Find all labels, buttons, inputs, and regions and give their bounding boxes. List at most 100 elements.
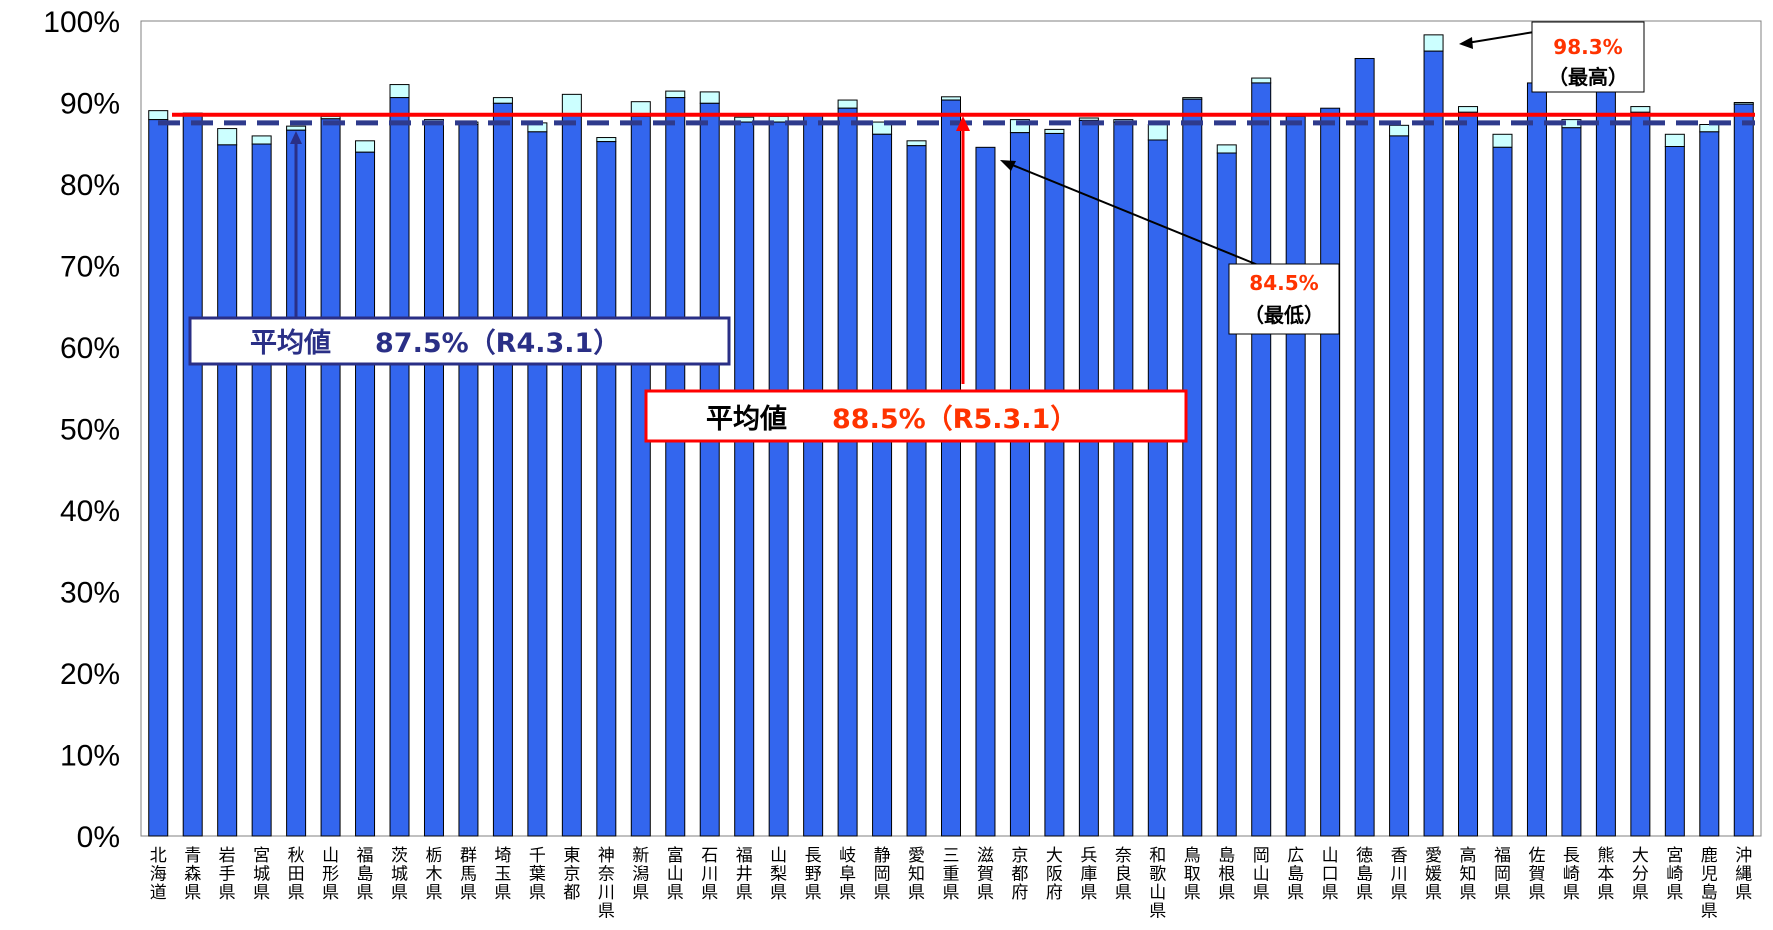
x-tick-label: 岩手県: [219, 846, 236, 903]
bar-increase-segment: [665, 90, 686, 99]
bar-increase-segment: [389, 84, 410, 99]
x-tick-label: 福岡県: [1494, 846, 1511, 903]
bar-increase-segment: [1423, 34, 1444, 52]
x-tick-label: 秋田県: [288, 846, 305, 903]
bar-increase-segment: [1147, 124, 1168, 141]
x-tick-label: 岡山県: [1253, 846, 1270, 903]
avg-curr-value: 88.5%（R5.3.1）: [832, 404, 1077, 435]
bar: [1595, 84, 1616, 837]
bar: [1733, 103, 1754, 837]
bar: [734, 121, 755, 837]
bar: [251, 143, 272, 837]
x-tick-label: 島根県: [1218, 846, 1235, 903]
bar: [1664, 146, 1685, 837]
bar-increase-segment: [148, 110, 169, 121]
max-annotation: 98.3% （最高）: [1459, 21, 1645, 93]
x-tick-label: 鳥取県: [1184, 846, 1201, 903]
x-tick-label: 鹿児島県: [1701, 846, 1718, 922]
y-tick-label: 80%: [60, 169, 120, 202]
bar-increase-segment: [492, 97, 513, 104]
avg-curr-annotation: 平均値 88.5%（R5.3.1）: [644, 116, 1188, 443]
x-tick-label: 香川県: [1391, 846, 1408, 903]
bar: [1044, 132, 1065, 837]
x-tick-label: 石川県: [701, 846, 718, 903]
x-tick-label: 長崎県: [1563, 846, 1580, 903]
x-tick-label: 福井県: [736, 846, 753, 903]
avg-curr-label: 平均値: [706, 404, 787, 435]
bar: [1285, 115, 1306, 837]
bar-increase-segment: [596, 137, 617, 143]
x-tick-label: 宮崎県: [1666, 846, 1683, 903]
bar: [768, 121, 789, 837]
bar-increase-segment: [1216, 144, 1237, 154]
bar: [1423, 50, 1444, 837]
x-tick-label: 茨城県: [391, 846, 408, 903]
bar: [1113, 121, 1134, 837]
bar-increase-segment: [699, 91, 720, 104]
min-label: （最低）: [1244, 303, 1324, 327]
bar: [355, 151, 376, 837]
bar: [1561, 127, 1582, 837]
bar-increase-segment: [1044, 128, 1065, 134]
x-tick-label: 群馬県: [460, 846, 477, 903]
bar-increase-segment: [906, 140, 927, 147]
bar-increase-segment: [1458, 106, 1479, 113]
bar: [1492, 146, 1513, 837]
x-tick-label: 京都府: [1011, 846, 1028, 903]
avg-prev-label: 平均値: [250, 328, 331, 359]
bar: [492, 102, 513, 837]
x-tick-label: 宮城県: [253, 846, 270, 903]
y-tick-label: 90%: [60, 88, 120, 121]
bar-increase-segment: [1492, 133, 1513, 148]
x-tick-label: 広島県: [1287, 846, 1304, 903]
x-tick-label: 三重県: [943, 846, 960, 903]
bar: [596, 141, 617, 837]
y-tick-label: 40%: [60, 495, 120, 528]
x-tick-label: 北海道: [150, 846, 167, 903]
y-tick-label: 0%: [77, 821, 120, 854]
x-tick-label: 愛媛県: [1425, 846, 1442, 903]
bar: [1526, 82, 1547, 837]
bar-increase-segment: [217, 128, 238, 146]
max-arrow: [1466, 31, 1535, 44]
x-tick-label: 岐阜県: [839, 846, 856, 903]
max-box: [1531, 21, 1645, 93]
bar-increase-segment: [837, 99, 858, 109]
bar: [389, 97, 410, 837]
x-tick-label: 静岡県: [874, 846, 891, 903]
bar: [182, 113, 203, 837]
x-tick-label: 愛知県: [908, 846, 925, 903]
bar-increase-segment: [561, 93, 582, 117]
min-annotation: 84.5% （最低）: [1000, 160, 1340, 335]
avg-curr-arrowhead: [956, 116, 970, 131]
x-tick-label: 奈良県: [1115, 846, 1132, 903]
bar-increase-segment: [1389, 124, 1410, 137]
y-tick-label: 20%: [60, 658, 120, 691]
bar: [665, 97, 686, 837]
x-tick-label: 熊本県: [1597, 846, 1614, 903]
bar: [217, 144, 238, 837]
x-tick-label: 福島県: [357, 846, 374, 903]
bar: [561, 115, 582, 837]
min-value: 84.5%: [1249, 271, 1318, 295]
avg-prev-value: 87.5%（R4.3.1）: [375, 328, 620, 359]
bar: [872, 133, 893, 837]
min-arrow: [1004, 161, 1259, 266]
x-tick-label: 高知県: [1460, 846, 1477, 903]
x-tick-label: 山形県: [322, 846, 339, 903]
bar: [1251, 82, 1272, 837]
bar: [423, 120, 444, 837]
avg-curr-box: [644, 389, 1188, 443]
x-tick-label: 大分県: [1632, 846, 1649, 903]
x-tick-label: 青森県: [184, 846, 201, 903]
x-tick-label: 和歌山県: [1149, 846, 1166, 922]
bar: [1078, 119, 1099, 837]
max-value: 98.3%: [1553, 35, 1622, 59]
bars: [148, 34, 1754, 837]
min-box: [1228, 263, 1340, 335]
bar-increase-segment: [286, 125, 307, 131]
x-tick-label: 富山県: [667, 846, 684, 903]
bar: [1699, 131, 1720, 837]
x-tick-label: 徳島県: [1356, 846, 1373, 903]
x-tick-label: 兵庫県: [1080, 846, 1097, 903]
